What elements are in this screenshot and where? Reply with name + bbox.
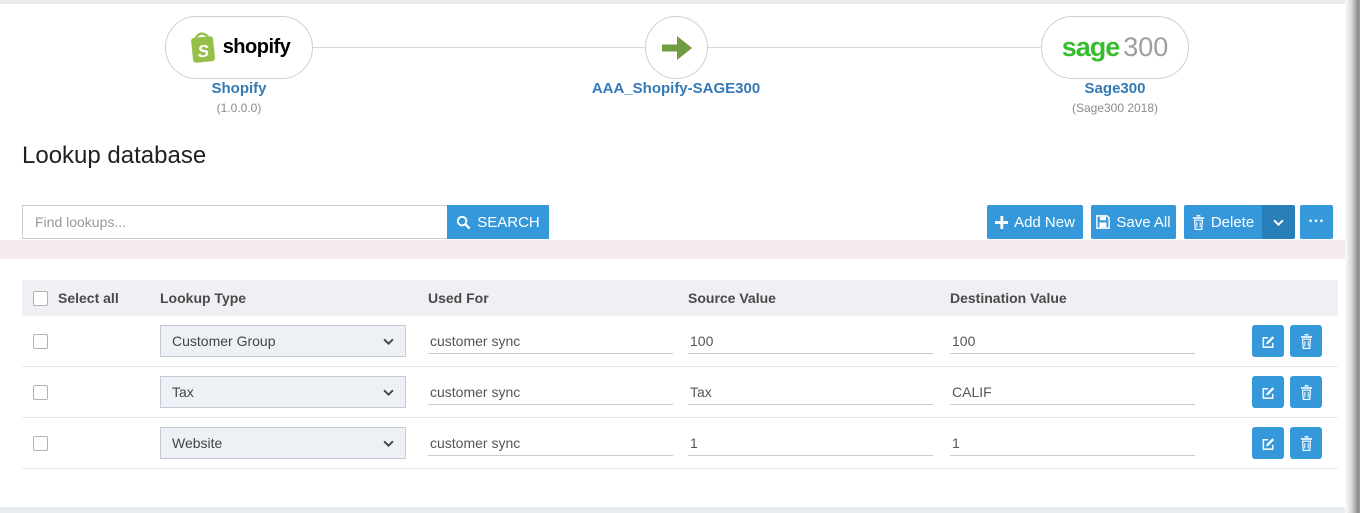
edit-row-button[interactable] [1252,325,1284,357]
chevron-down-icon [383,440,394,447]
trash-icon [1300,384,1312,400]
table-header-row: Select all Lookup Type Used For Source V… [22,280,1338,316]
destination-value-input[interactable] [950,328,1195,354]
delete-dropdown-toggle[interactable] [1262,205,1295,239]
target-connector-label[interactable]: Sage300 [1084,80,1146,97]
add-new-label: Add New [1014,213,1075,231]
svg-text:S: S [196,41,210,61]
shopify-logo-word: shopify [222,36,291,58]
bottom-border-strip [0,507,1346,513]
column-header-source-value: Source Value [688,290,776,306]
source-connector-version: (1.0.0.0) [216,101,262,115]
add-new-button[interactable]: Add New [987,205,1083,239]
edit-icon [1262,386,1274,399]
destination-value-input[interactable] [950,379,1195,405]
chevron-down-icon [1273,219,1284,226]
toolbar-actions: Add New Save All Delete [987,205,1333,239]
lookup-table: Select all Lookup Type Used For Source V… [22,280,1338,469]
delete-button[interactable]: Delete [1184,205,1262,239]
source-value-input[interactable] [688,379,933,405]
delete-row-button[interactable] [1290,325,1322,357]
source-value-input[interactable] [688,328,933,354]
trash-icon [1192,214,1204,230]
page-title: Lookup database [22,142,207,169]
delete-row-button[interactable] [1290,427,1322,459]
column-header-used-for: Used For [428,290,489,306]
table-row: Customer Group [22,316,1338,367]
lookup-type-selected-value: Website [172,435,223,451]
used-for-input[interactable] [428,430,673,456]
source-connector-label[interactable]: Shopify [211,80,267,97]
search-button[interactable]: SEARCH [447,205,549,239]
shopify-node[interactable]: S shopify [165,16,313,79]
lookup-type-select[interactable]: Website [160,427,406,459]
integration-flow-header: S shopify sage 300 Shopify (1.0.0.0) AAA… [0,4,1345,116]
used-for-input[interactable] [428,379,673,405]
delete-label: Delete [1210,213,1255,231]
arrow-right-icon [661,35,692,60]
select-all-label: Select all [58,290,119,306]
connection-node[interactable] [645,16,708,79]
sage300-node[interactable]: sage 300 [1041,16,1189,79]
save-all-label: Save All [1116,213,1171,231]
table-row: Website [22,418,1338,469]
table-row: Tax [22,367,1338,418]
connector-line-left [313,47,645,48]
ellipsis-icon: ... [1308,209,1325,226]
search-input[interactable] [22,205,447,239]
target-connector-version: (Sage300 2018) [1071,101,1159,115]
select-all-checkbox[interactable] [33,290,48,306]
chevron-down-icon [383,338,394,345]
right-edge-shadow [1345,0,1360,513]
column-header-destination-value: Destination Value [950,290,1067,306]
trash-icon [1300,333,1312,349]
column-header-lookup-type: Lookup Type [160,290,247,306]
destination-value-input[interactable] [950,430,1195,456]
sage-logo-number: 300 [1123,32,1169,62]
plus-icon [995,215,1009,229]
delete-row-button[interactable] [1290,376,1322,408]
save-icon [1096,215,1111,229]
trash-icon [1300,435,1312,451]
lookup-type-select[interactable]: Customer Group [160,325,406,357]
row-checkbox[interactable] [33,384,48,400]
connector-line-right [707,47,1041,48]
delete-split-button: Delete [1184,205,1295,239]
lookup-type-selected-value: Customer Group [172,333,276,349]
edit-row-button[interactable] [1252,427,1284,459]
integration-name-label[interactable]: AAA_Shopify-SAGE300 [591,80,761,97]
shopify-bag-icon: S [190,31,215,63]
row-checkbox[interactable] [33,435,48,451]
search-icon [457,215,471,229]
top-border-strip [0,0,1360,4]
edit-row-button[interactable] [1252,376,1284,408]
used-for-input[interactable] [428,328,673,354]
notice-strip [0,240,1346,259]
source-value-input[interactable] [688,430,933,456]
row-checkbox[interactable] [33,333,48,349]
chevron-down-icon [383,389,394,396]
more-actions-button[interactable]: ... [1300,205,1333,239]
sage-logo-word: sage [1061,32,1121,62]
lookup-type-select[interactable]: Tax [160,376,406,408]
search-button-label: SEARCH [477,213,540,231]
lookup-type-selected-value: Tax [172,384,194,400]
toolbar: SEARCH Add New Save All [22,205,1333,239]
edit-icon [1262,437,1274,450]
save-all-button[interactable]: Save All [1091,205,1176,239]
edit-icon [1262,335,1274,348]
